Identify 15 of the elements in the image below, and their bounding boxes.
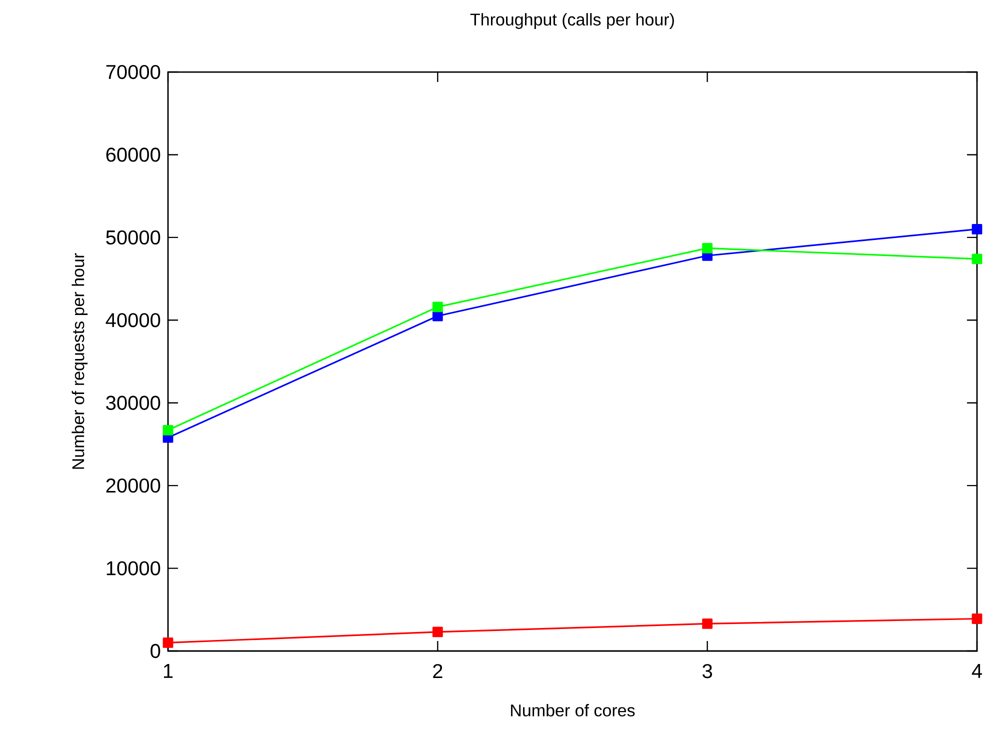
chart-title: Throughput (calls per hour) (470, 13, 674, 29)
y-tick-label: 50000 (106, 230, 160, 245)
y-tick-label: 0 (150, 644, 160, 658)
x-tick-label: 3 (702, 664, 712, 678)
x-tick-label: 1 (164, 664, 173, 678)
y-tick-label: 10000 (106, 561, 160, 576)
y-tick-label: 20000 (106, 478, 160, 493)
y-tick-label: 30000 (106, 396, 160, 410)
x-tick-label: 2 (433, 664, 442, 678)
y-tick-label: 60000 (106, 148, 160, 162)
y-tick-label: 40000 (106, 313, 160, 328)
x-tick-label: 4 (972, 664, 982, 678)
y-tick-label: 70000 (106, 64, 160, 80)
x-axis-title: Number of cores (511, 704, 635, 716)
y-axis-title: Number of requests per hour (72, 253, 88, 469)
